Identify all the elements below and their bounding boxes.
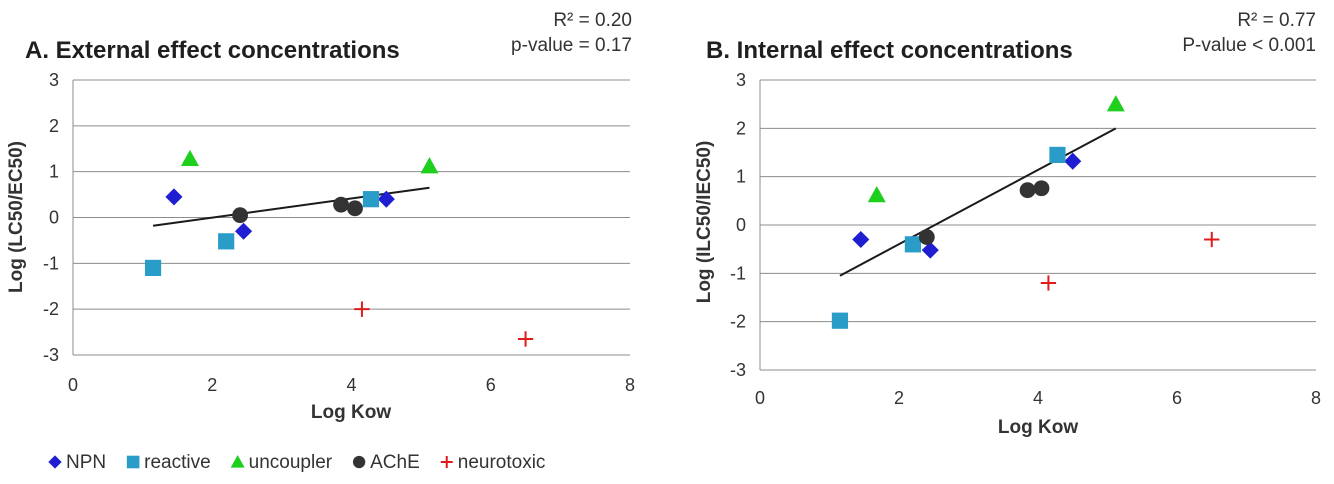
x-ticks-b: 0 2 4 6 8 <box>755 388 1321 408</box>
x-ticks-a: 0 2 4 6 8 <box>68 375 635 395</box>
legend-label: uncoupler <box>249 452 333 473</box>
data-point-ache-b <box>918 229 935 246</box>
data-point-npn-b <box>921 241 939 259</box>
y-tick-label: 1 <box>49 162 59 182</box>
y-tick-label: 1 <box>736 167 746 187</box>
x-tick-label: 2 <box>207 375 217 395</box>
y-tick-label: 2 <box>736 118 746 138</box>
legend-item-neurotoxic: neurotoxic <box>440 452 546 473</box>
legend-marker-ache <box>352 455 366 469</box>
data-point-npn-a <box>377 190 395 208</box>
y-tick-label: -2 <box>43 299 59 319</box>
legend-item-npn: NPN <box>48 452 106 473</box>
x-tick-label: 8 <box>1311 388 1321 408</box>
data-point-ache-a <box>347 200 363 217</box>
data-point-ache-b <box>1019 182 1036 199</box>
data-point-reactive-b <box>1049 146 1066 164</box>
data-point-neurotoxic-b <box>1204 231 1220 248</box>
x-axis-label-a: Log Kow <box>311 402 391 423</box>
data-point-uncoupler-b <box>1106 95 1125 112</box>
data-points-b <box>831 95 1220 329</box>
legend: NPN reactive uncoupler AChE neurotoxic <box>48 452 545 473</box>
data-point-reactive-a <box>144 259 162 277</box>
data-point-neurotoxic-b <box>1040 275 1057 291</box>
x-axis-label-b: Log Kow <box>998 417 1078 438</box>
data-point-uncoupler-a <box>180 149 199 167</box>
legend-label: AChE <box>370 452 420 473</box>
chart-panel-a: A. External effect concentrations R² = 0… <box>6 10 635 423</box>
data-point-ache-a <box>333 196 349 213</box>
x-tick-label: 4 <box>1033 388 1043 408</box>
chart-title-b: B. Internal effect concentrations <box>706 37 1073 64</box>
chart-title-a: A. External effect concentrations <box>25 37 400 64</box>
y-ticks-b: -3 -2 -1 0 1 2 3 <box>730 70 746 380</box>
legend-item-reactive: reactive <box>126 452 211 473</box>
legend-marker-uncoupler <box>230 455 245 468</box>
y-tick-label: -3 <box>730 360 746 380</box>
x-tick-label: 6 <box>1172 388 1182 408</box>
x-tick-label: 0 <box>755 388 765 408</box>
y-tick-label: 0 <box>736 215 746 235</box>
x-tick-label: 8 <box>625 375 635 395</box>
r-squared-label-a: R² = 0.20 <box>553 10 632 31</box>
y-axis-label-a: Log (LC50/EC50) <box>6 141 27 293</box>
y-tick-label: -3 <box>43 345 59 365</box>
data-points-a <box>144 149 534 347</box>
legend-label: NPN <box>66 452 106 473</box>
legend-label: neurotoxic <box>458 452 546 473</box>
data-point-reactive-b <box>904 236 921 253</box>
p-value-label-b: P-value < 0.001 <box>1182 35 1316 56</box>
r-squared-label-b: R² = 0.77 <box>1237 10 1316 31</box>
x-tick-label: 0 <box>68 375 78 395</box>
data-point-neurotoxic-a <box>354 301 370 317</box>
x-tick-label: 6 <box>486 375 496 395</box>
legend-item-uncoupler: uncoupler <box>230 452 333 473</box>
trendline-b <box>839 127 1117 277</box>
data-point-reactive-b <box>831 312 849 329</box>
y-tick-label: -2 <box>730 312 746 332</box>
data-point-npn-a <box>165 188 183 206</box>
legend-marker-neurotoxic <box>440 456 453 468</box>
y-tick-label: -1 <box>43 253 59 273</box>
data-point-ache-a <box>232 207 249 224</box>
y-ticks-a: -3 -2 -1 0 1 2 3 <box>43 70 59 365</box>
grid-b <box>759 79 1316 371</box>
y-tick-label: 3 <box>49 70 59 90</box>
data-point-ache-b <box>1033 180 1050 197</box>
legend-label: reactive <box>144 452 211 473</box>
legend-marker-reactive <box>126 455 140 469</box>
chart-panel-b: B. Internal effect concentrations R² = 0… <box>694 10 1321 438</box>
x-tick-label: 4 <box>346 375 356 395</box>
data-point-npn-b <box>1064 152 1082 170</box>
data-point-uncoupler-b <box>867 186 886 203</box>
data-point-npn-b <box>852 230 870 249</box>
x-tick-label: 2 <box>894 388 904 408</box>
legend-item-ache: AChE <box>352 452 420 473</box>
data-point-reactive-a <box>218 233 235 250</box>
data-point-npn-a <box>235 222 253 240</box>
y-tick-label: -1 <box>730 263 746 283</box>
y-tick-label: 0 <box>49 208 59 228</box>
p-value-label-a: p-value = 0.17 <box>511 35 632 56</box>
data-point-reactive-a <box>362 191 380 208</box>
legend-marker-npn <box>48 455 62 469</box>
y-axis-label-b: Log (ILC50/IEC50) <box>694 141 715 304</box>
data-point-neurotoxic-a <box>517 331 534 347</box>
y-tick-label: 3 <box>736 70 746 90</box>
data-point-uncoupler-a <box>420 157 439 174</box>
y-tick-label: 2 <box>49 116 59 136</box>
grid-a <box>72 79 630 356</box>
